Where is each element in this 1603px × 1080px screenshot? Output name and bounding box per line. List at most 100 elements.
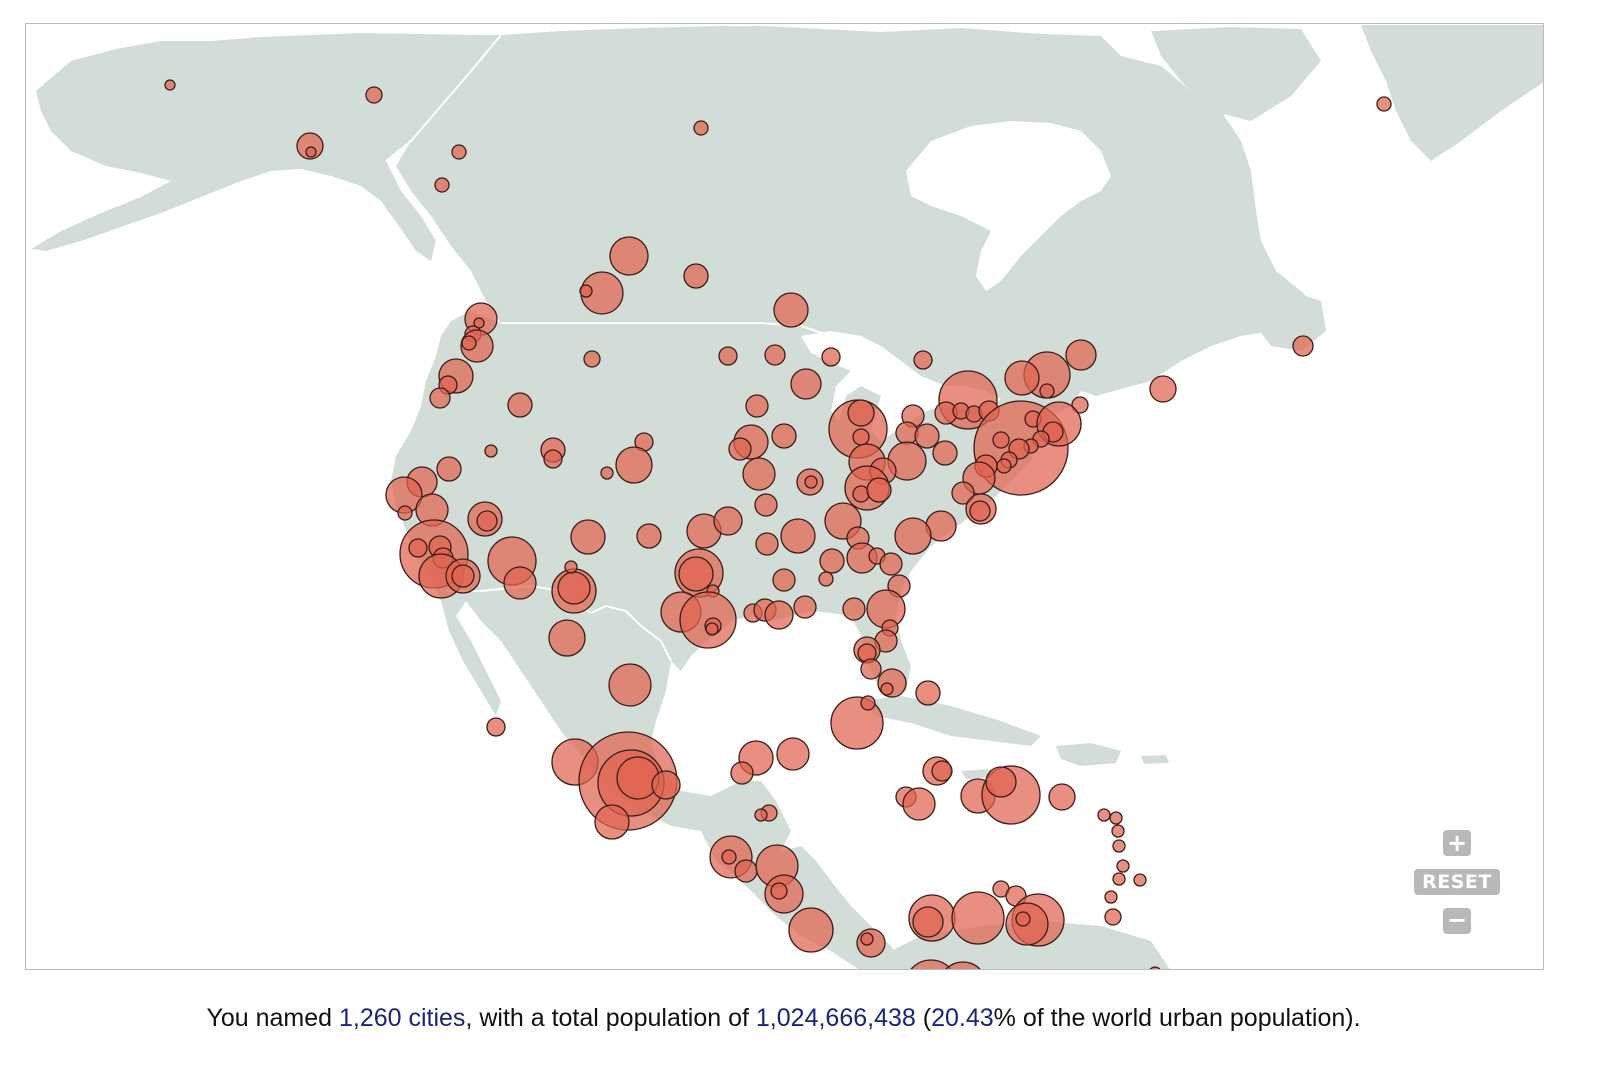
city-marker[interactable] — [996, 458, 1012, 474]
city-marker[interactable] — [951, 481, 975, 505]
city-marker[interactable] — [164, 79, 176, 91]
city-marker[interactable] — [434, 177, 450, 193]
city-marker[interactable] — [693, 120, 709, 136]
city-marker[interactable] — [1065, 339, 1097, 371]
city-marker[interactable] — [780, 518, 816, 554]
city-marker[interactable] — [1111, 824, 1125, 838]
city-marker[interactable] — [895, 421, 919, 445]
city-marker[interactable] — [705, 622, 719, 636]
city-marker[interactable] — [451, 564, 475, 588]
city-marker[interactable] — [755, 532, 779, 556]
city-marker[interactable] — [754, 808, 768, 822]
city-marker[interactable] — [548, 619, 586, 657]
city-marker[interactable] — [1112, 839, 1126, 853]
city-marker[interactable] — [764, 344, 786, 366]
city-marker[interactable] — [880, 682, 894, 696]
city-marker[interactable] — [1004, 360, 1040, 396]
city-marker[interactable] — [451, 144, 467, 160]
city-marker[interactable] — [818, 571, 834, 587]
city-marker[interactable] — [905, 959, 957, 970]
city-marker[interactable] — [913, 350, 933, 370]
city-marker[interactable] — [557, 571, 591, 605]
city-marker[interactable] — [969, 500, 991, 522]
city-marker[interactable] — [866, 477, 892, 503]
city-marker[interactable] — [436, 456, 462, 482]
city-marker[interactable] — [730, 761, 754, 785]
city-marker[interactable] — [852, 428, 870, 446]
city-marker[interactable] — [770, 882, 788, 900]
city-marker[interactable] — [860, 932, 874, 946]
city-marker[interactable] — [579, 284, 593, 298]
city-marker[interactable] — [1116, 859, 1130, 873]
city-marker[interactable] — [771, 423, 797, 449]
city-marker[interactable] — [1015, 911, 1031, 927]
map-canvas[interactable] — [26, 24, 1544, 970]
city-marker[interactable] — [484, 444, 498, 458]
city-marker[interactable] — [728, 437, 752, 461]
city-marker[interactable] — [894, 517, 932, 555]
city-marker[interactable] — [1292, 335, 1314, 357]
city-marker[interactable] — [931, 760, 953, 782]
city-marker[interactable] — [790, 368, 822, 400]
city-marker[interactable] — [1048, 783, 1076, 811]
city-marker[interactable] — [1376, 96, 1392, 112]
city-marker[interactable] — [793, 595, 817, 619]
city-marker[interactable] — [860, 695, 876, 711]
city-marker[interactable] — [1149, 966, 1161, 970]
city-marker[interactable] — [543, 449, 563, 469]
city-marker[interactable] — [486, 717, 506, 737]
city-marker[interactable] — [461, 335, 477, 351]
city-marker[interactable] — [305, 146, 317, 158]
city-marker[interactable] — [636, 523, 662, 549]
city-marker[interactable] — [503, 566, 537, 600]
city-marker[interactable] — [721, 849, 737, 865]
city-marker[interactable] — [734, 859, 758, 883]
city-marker[interactable] — [772, 568, 796, 592]
city-marker[interactable] — [915, 680, 941, 706]
city-marker[interactable] — [1097, 808, 1111, 822]
city-marker[interactable] — [842, 597, 866, 621]
city-marker[interactable] — [594, 804, 630, 840]
city-marker[interactable] — [609, 236, 649, 276]
city-marker[interactable] — [939, 961, 987, 970]
city-marker[interactable] — [985, 766, 1017, 798]
city-marker[interactable] — [804, 475, 818, 489]
city-marker[interactable] — [616, 756, 660, 800]
city-marker[interactable] — [754, 493, 778, 517]
city-marker[interactable] — [651, 770, 681, 800]
city-marker[interactable] — [1133, 873, 1147, 887]
city-marker[interactable] — [570, 519, 606, 555]
city-marker[interactable] — [1104, 908, 1122, 926]
city-marker[interactable] — [1039, 383, 1055, 399]
city-marker[interactable] — [912, 906, 944, 938]
city-marker[interactable] — [879, 552, 903, 576]
city-marker[interactable] — [1071, 396, 1089, 414]
city-marker[interactable] — [615, 446, 653, 484]
city-marker[interactable] — [932, 440, 958, 466]
city-marker[interactable] — [476, 510, 498, 532]
city-marker[interactable] — [583, 350, 601, 368]
city-marker[interactable] — [821, 347, 841, 367]
reset-button[interactable]: RESET — [1414, 869, 1500, 895]
city-marker[interactable] — [683, 263, 709, 289]
city-marker[interactable] — [564, 560, 578, 574]
city-marker[interactable] — [408, 538, 428, 558]
zoom-out-button[interactable]: − — [1443, 908, 1471, 934]
city-marker[interactable] — [713, 506, 743, 536]
city-marker[interactable] — [507, 392, 533, 418]
city-marker[interactable] — [429, 387, 451, 409]
city-marker[interactable] — [847, 399, 875, 427]
city-marker[interactable] — [902, 787, 936, 821]
map-view[interactable] — [25, 23, 1544, 970]
city-marker[interactable] — [1149, 375, 1177, 403]
city-marker[interactable] — [764, 600, 794, 630]
city-marker[interactable] — [608, 663, 652, 707]
city-marker[interactable] — [365, 86, 383, 104]
city-marker[interactable] — [397, 505, 413, 521]
city-marker[interactable] — [745, 394, 769, 418]
city-marker[interactable] — [678, 556, 714, 592]
city-marker[interactable] — [1109, 811, 1123, 825]
city-marker[interactable] — [600, 466, 614, 480]
city-marker[interactable] — [860, 658, 882, 680]
city-marker[interactable] — [788, 907, 834, 953]
